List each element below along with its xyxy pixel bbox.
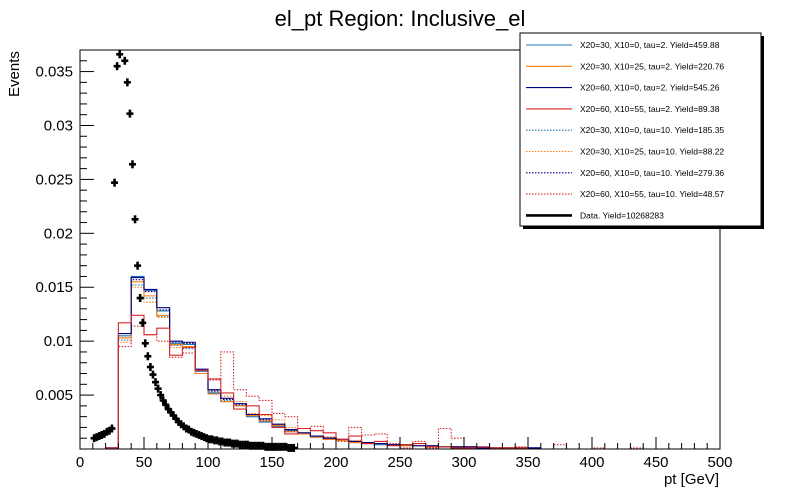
data-point <box>121 56 129 65</box>
data-point <box>116 50 124 59</box>
x-tick-label: 50 <box>136 454 153 471</box>
x-tick-label: 0 <box>76 454 84 471</box>
data-point <box>139 318 147 327</box>
legend-label: X20=30, X10=0, tau=10. Yield=185.35 <box>580 125 724 135</box>
y-tick-label: 0.035 <box>35 64 73 81</box>
data-point <box>136 294 144 303</box>
data-point <box>146 363 154 372</box>
data-point <box>111 178 119 187</box>
y-tick-label: 0.01 <box>44 333 73 350</box>
histogram-series-2 <box>80 281 720 449</box>
x-tick-label: 300 <box>451 454 476 471</box>
histogram-series-5 <box>80 284 720 449</box>
legend-label: X20=30, X10=25, tau=2. Yield=220.76 <box>580 61 724 71</box>
y-tick-label: 0.005 <box>35 387 73 404</box>
x-axis-title: pt [GeV] <box>664 471 719 488</box>
data-point <box>152 378 160 387</box>
x-tick-label: 150 <box>259 454 284 471</box>
legend-label: X20=30, X10=0, tau=2. Yield=459.88 <box>580 40 720 50</box>
data-point <box>154 384 162 393</box>
legend: X20=30, X10=0, tau=2. Yield=459.88 X20=30… <box>519 32 764 229</box>
legend-label: Data. Yield=10268283 <box>580 210 664 220</box>
data-point <box>290 443 298 452</box>
data-point <box>159 396 167 405</box>
histogram-series-4 <box>80 314 720 449</box>
data-point <box>162 400 170 409</box>
x-tick-label: 450 <box>643 454 668 471</box>
x-tick-label: 500 <box>707 454 732 471</box>
histogram-series-7 <box>80 279 720 449</box>
x-tick-label: 200 <box>323 454 348 471</box>
data-point <box>144 352 152 361</box>
x-tick-label: 350 <box>515 454 540 471</box>
y-tick-label: 0.02 <box>44 225 73 242</box>
data-point <box>128 160 136 169</box>
data-point <box>123 78 131 87</box>
data-point <box>108 424 116 433</box>
legend-label: X20=30, X10=25, tau=10. Yield=88.22 <box>580 147 724 157</box>
data-point <box>126 109 134 118</box>
data-point <box>141 339 149 348</box>
legend-label: X20=60, X10=55, tau=2. Yield=89.38 <box>580 104 720 114</box>
chart-title: el_pt Region: Inclusive_el <box>275 6 526 31</box>
data-point <box>149 370 157 379</box>
y-tick-label: 0.015 <box>35 279 73 296</box>
x-tick-label: 400 <box>579 454 604 471</box>
y-axis-title: Events <box>6 51 23 97</box>
y-tick-label: 0.025 <box>35 171 73 188</box>
plot-area: 0 50 100 150 200 250 300 350 400 450 500 0.005 0.01 0… <box>35 49 733 471</box>
legend-label: X20=60, X10=0, tau=10. Yield=279.36 <box>580 168 724 178</box>
x-tick-label: 100 <box>195 454 220 471</box>
legend-label: X20=60, X10=55, tau=10. Yield=48.57 <box>580 189 724 199</box>
data-point <box>113 62 121 71</box>
data-point <box>134 261 142 270</box>
histogram-series-6 <box>80 286 720 449</box>
legend-label: X20=60, X10=0, tau=2. Yield=545.26 <box>580 83 720 93</box>
histogram-series-8 <box>80 325 720 449</box>
data-point <box>157 391 165 400</box>
data-point <box>131 215 139 224</box>
x-tick-label: 250 <box>387 454 412 471</box>
y-tick-label: 0.03 <box>44 117 73 134</box>
